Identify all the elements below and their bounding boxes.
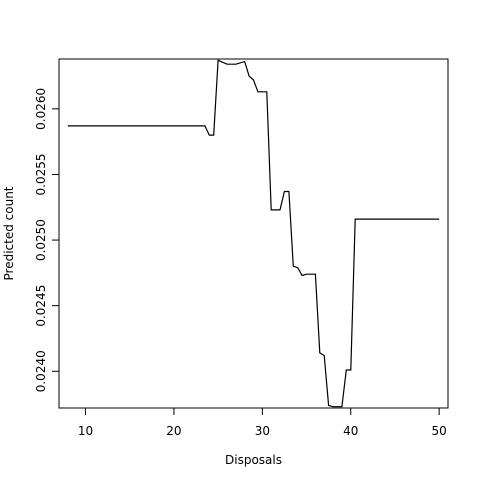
series-line	[67, 59, 440, 408]
y-axis-title: Predicted count	[2, 186, 16, 280]
x-tick-label: 20	[166, 424, 181, 438]
x-tick-label: 10	[78, 424, 93, 438]
plot-frame	[58, 58, 449, 409]
y-tick-label: 0.0255	[34, 153, 48, 195]
x-tick-label: 30	[255, 424, 270, 438]
x-axis: 10 20 30 40 50	[78, 408, 447, 438]
x-tick-label: 50	[432, 424, 447, 438]
y-tick-label: 0.0250	[34, 219, 48, 261]
x-axis-title: Disposals	[225, 453, 282, 467]
y-tick-label: 0.0245	[34, 285, 48, 327]
x-tick-label: 40	[343, 424, 358, 438]
y-axis: 0.0240 0.0245 0.0250 0.0255 0.0260	[34, 88, 59, 392]
y-tick-label: 0.0240	[34, 350, 48, 392]
y-tick-label: 0.0260	[34, 88, 48, 130]
